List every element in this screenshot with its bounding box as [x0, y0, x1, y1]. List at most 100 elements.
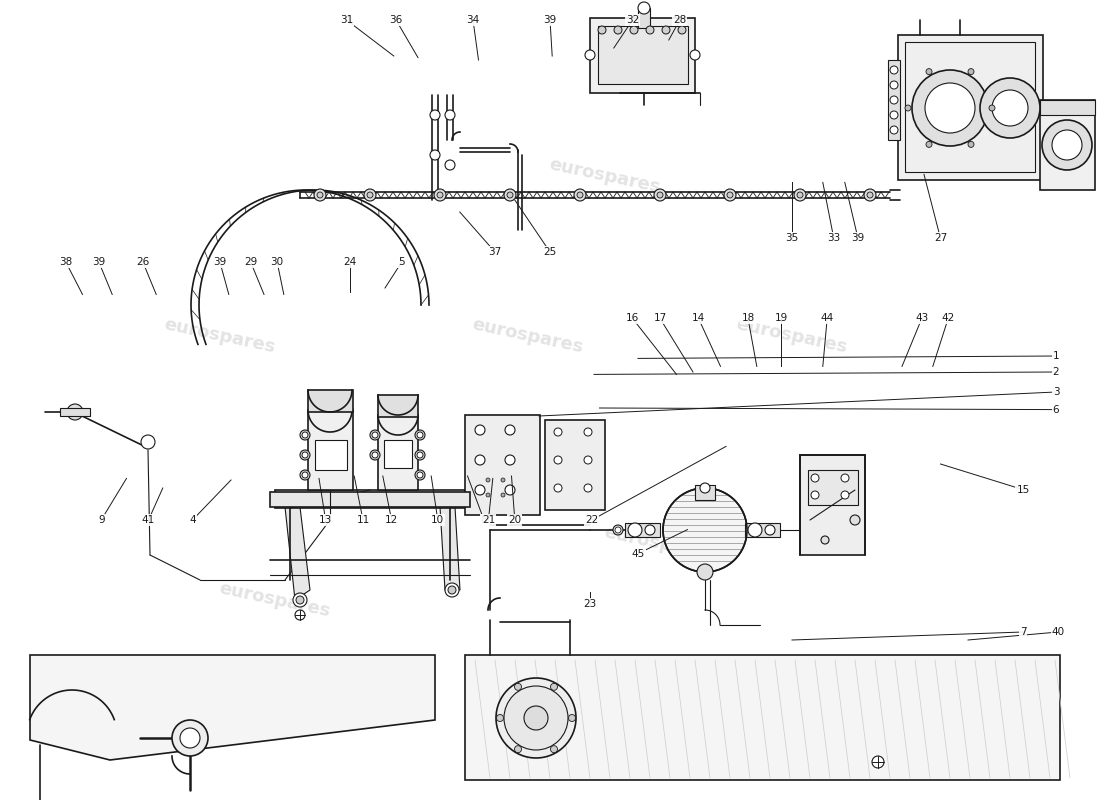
Circle shape	[370, 430, 379, 440]
Text: 42: 42	[942, 314, 955, 323]
Circle shape	[598, 26, 606, 34]
Circle shape	[811, 474, 819, 482]
Circle shape	[504, 189, 516, 201]
Circle shape	[302, 432, 308, 438]
Bar	[308, 390, 353, 412]
Circle shape	[554, 456, 562, 464]
Bar	[905, 42, 1035, 172]
Circle shape	[980, 78, 1040, 138]
Circle shape	[657, 192, 663, 198]
Circle shape	[364, 189, 376, 201]
Circle shape	[496, 714, 504, 722]
Bar	[544, 420, 605, 510]
Text: 8: 8	[481, 515, 487, 525]
Text: 39: 39	[92, 258, 106, 267]
Circle shape	[1052, 130, 1082, 160]
Circle shape	[615, 527, 622, 533]
Circle shape	[486, 493, 490, 497]
Text: 41: 41	[142, 515, 155, 525]
Circle shape	[417, 432, 424, 438]
Circle shape	[613, 525, 623, 535]
Circle shape	[496, 678, 576, 758]
Text: 24: 24	[343, 258, 356, 267]
Circle shape	[662, 26, 670, 34]
Circle shape	[578, 192, 583, 198]
Text: eurospares: eurospares	[163, 315, 277, 357]
Circle shape	[678, 26, 686, 34]
Circle shape	[504, 686, 568, 750]
Circle shape	[654, 189, 666, 201]
Circle shape	[417, 452, 424, 458]
Circle shape	[867, 192, 873, 198]
Text: 44: 44	[821, 314, 834, 323]
Bar	[695, 485, 715, 500]
Circle shape	[180, 728, 200, 748]
Text: 21: 21	[482, 515, 495, 525]
Circle shape	[890, 111, 898, 119]
Bar	[898, 35, 1043, 180]
Circle shape	[367, 192, 373, 198]
Circle shape	[314, 189, 326, 201]
Text: 31: 31	[340, 15, 353, 25]
Circle shape	[584, 456, 592, 464]
Circle shape	[434, 189, 446, 201]
Circle shape	[697, 564, 713, 580]
Polygon shape	[30, 655, 434, 760]
Text: 32: 32	[626, 15, 639, 25]
Circle shape	[446, 110, 455, 120]
Bar	[598, 26, 688, 84]
Text: 38: 38	[59, 258, 73, 267]
Circle shape	[811, 491, 819, 499]
Circle shape	[415, 470, 425, 480]
Circle shape	[925, 83, 975, 133]
Bar	[315, 440, 346, 470]
Circle shape	[446, 160, 455, 170]
Bar	[808, 470, 858, 505]
Text: 27: 27	[934, 234, 947, 243]
Text: eurospares: eurospares	[603, 523, 717, 565]
Circle shape	[295, 610, 305, 620]
Circle shape	[764, 525, 776, 535]
Circle shape	[890, 96, 898, 104]
Bar	[1040, 100, 1094, 115]
Circle shape	[515, 683, 521, 690]
Circle shape	[724, 189, 736, 201]
Circle shape	[850, 515, 860, 525]
Bar	[308, 410, 353, 490]
Text: 39: 39	[543, 15, 557, 25]
Text: 29: 29	[244, 258, 257, 267]
Circle shape	[293, 593, 307, 607]
Bar	[378, 415, 418, 490]
Circle shape	[515, 746, 521, 753]
Circle shape	[554, 428, 562, 436]
Circle shape	[727, 192, 733, 198]
Polygon shape	[440, 507, 460, 590]
Circle shape	[505, 485, 515, 495]
Text: 36: 36	[389, 15, 403, 25]
Bar	[590, 18, 695, 93]
Circle shape	[748, 523, 762, 537]
Circle shape	[500, 478, 505, 482]
Bar	[465, 415, 540, 515]
Text: eurospares: eurospares	[548, 155, 662, 197]
Text: 43: 43	[915, 314, 928, 323]
Bar	[1040, 100, 1094, 190]
Text: 10: 10	[431, 515, 444, 525]
Circle shape	[372, 452, 378, 458]
Circle shape	[842, 491, 849, 499]
Text: 45: 45	[631, 549, 645, 558]
Text: 39: 39	[213, 258, 227, 267]
Circle shape	[926, 69, 932, 74]
Text: 35: 35	[785, 234, 799, 243]
Circle shape	[794, 189, 806, 201]
Circle shape	[437, 192, 443, 198]
Circle shape	[630, 26, 638, 34]
Bar	[745, 523, 780, 537]
Text: 20: 20	[508, 515, 521, 525]
Circle shape	[507, 192, 513, 198]
Circle shape	[500, 493, 505, 497]
Circle shape	[821, 536, 829, 544]
Circle shape	[417, 472, 424, 478]
Circle shape	[912, 70, 988, 146]
Circle shape	[475, 455, 485, 465]
